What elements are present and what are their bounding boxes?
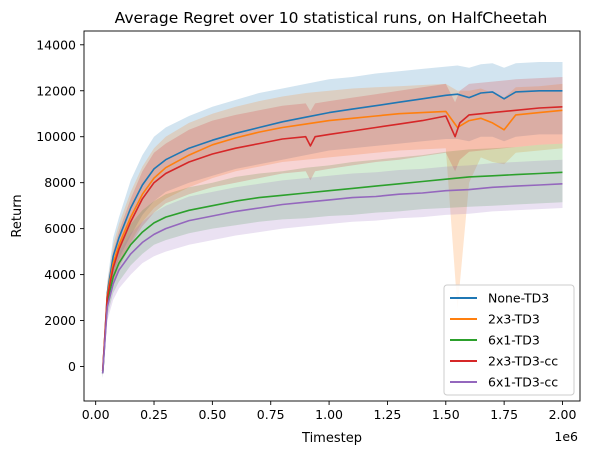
x-tick-label: 1.25 [374, 407, 402, 422]
y-tick-label: 0 [68, 359, 76, 374]
x-axis-title: Timestep [301, 431, 362, 446]
x-tick-label: 0.00 [82, 407, 110, 422]
x-tick-label: 2.00 [549, 407, 577, 422]
y-axis-title: Return [10, 194, 25, 237]
series-band-4 [102, 77, 563, 376]
legend-items: None-TD3 2x3-TD3 6x1-TD3 2x3-TD3-cc 6x1-TD3-… [450, 291, 558, 390]
plot-frame [83, 30, 581, 402]
x-tick-label: 1.75 [490, 407, 518, 422]
legend: None-TD3 2x3-TD3 6x1-TD3 2x3-TD3-cc 6x1-TD3-… [443, 284, 575, 396]
x-tick-label: 1.00 [315, 407, 343, 422]
series-lines [101, 90, 563, 374]
series-band-1 [102, 62, 563, 378]
y-axis: 0 2000 4000 6000 8000 10000 12000 14000 [36, 37, 84, 374]
y-tick-label: 8000 [44, 175, 76, 190]
series-line-4 [101, 106, 563, 372]
legend-label: 6x1-TD3 [488, 333, 540, 348]
legend-label: None-TD3 [488, 291, 549, 306]
legend-label: 2x3-TD3-cc [488, 354, 558, 369]
series-band-2 [102, 83, 563, 376]
series-line-1 [101, 90, 563, 374]
y-tick-label: 10000 [36, 129, 76, 144]
series-band-3 [102, 143, 563, 378]
legend-box [443, 284, 575, 396]
series-line-2 [101, 109, 563, 372]
y-tick-label: 6000 [44, 221, 76, 236]
x-tick-label: 0.25 [140, 407, 168, 422]
x-axis: 0.00 0.25 0.50 0.75 1.00 1.25 1.50 1.75 2.00 [82, 401, 577, 422]
chart-title: Average Regret over 10 statistical runs,… [115, 9, 548, 27]
series-line-5 [101, 183, 563, 374]
x-axis-offset-label: 1e6 [554, 429, 578, 444]
y-tick-label: 2000 [44, 313, 76, 328]
legend-label: 6x1-TD3-cc [488, 375, 558, 390]
y-tick-label: 12000 [36, 83, 76, 98]
x-tick-label: 0.50 [198, 407, 226, 422]
legend-label: 2x3-TD3 [488, 312, 540, 327]
y-tick-label: 4000 [44, 267, 76, 282]
y-tick-label: 14000 [36, 37, 76, 52]
series-line-3 [101, 171, 563, 374]
x-tick-label: 0.75 [257, 407, 285, 422]
x-tick-label: 1.50 [432, 407, 460, 422]
